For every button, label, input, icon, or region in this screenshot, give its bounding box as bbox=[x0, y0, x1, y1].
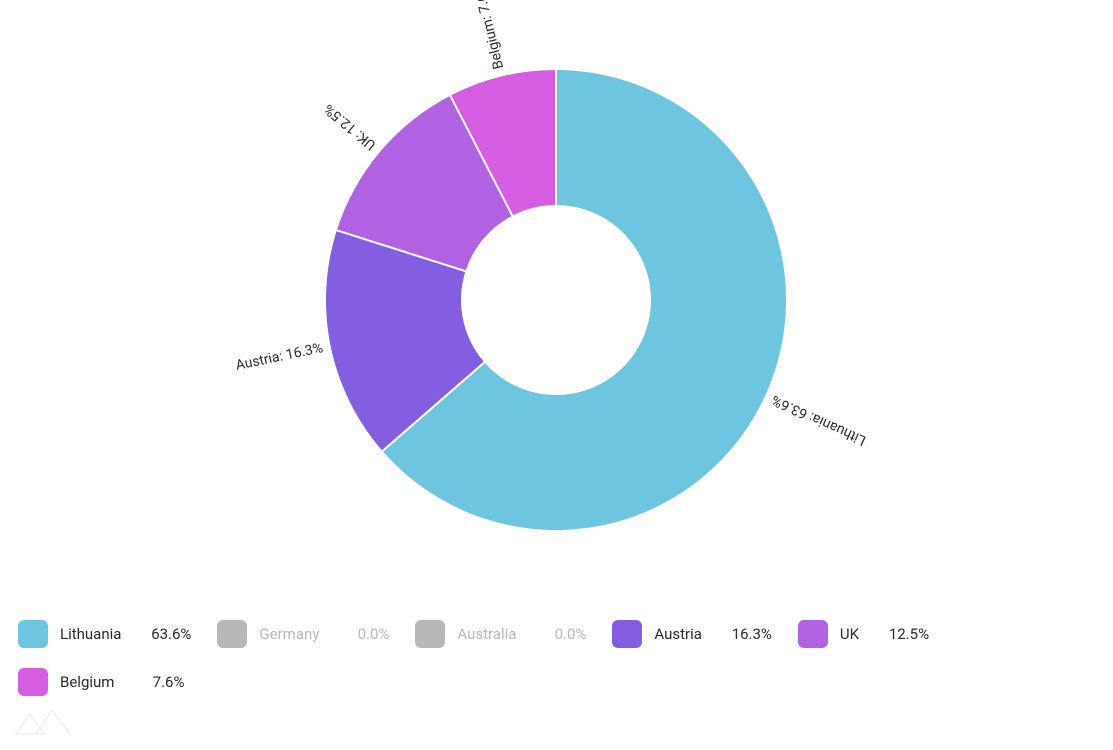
legend-item-lithuania[interactable]: Lithuania 63.6% bbox=[18, 620, 191, 648]
slice-label-austria: Austria: 16.3% bbox=[234, 340, 324, 374]
legend-label: Australia bbox=[457, 625, 516, 643]
legend-label: Germany bbox=[259, 625, 319, 643]
legend-item-australia[interactable]: Australia 0.0% bbox=[415, 620, 586, 648]
legend-item-belgium[interactable]: Belgium 7.6% bbox=[18, 668, 184, 696]
amcharts-watermark bbox=[14, 708, 74, 736]
legend-swatch bbox=[18, 668, 48, 696]
legend-value: 0.0% bbox=[538, 625, 586, 643]
slice-label-belgium: Belgium: 7.6% bbox=[471, 0, 507, 71]
legend-value: 16.3% bbox=[724, 625, 772, 643]
legend-value: 12.5% bbox=[881, 625, 929, 643]
legend-label: Austria bbox=[654, 625, 702, 643]
legend-swatch bbox=[798, 620, 828, 648]
legend-swatch bbox=[18, 620, 48, 648]
legend: Lithuania63.6%Germany0.0%Australia0.0%Au… bbox=[18, 620, 1093, 696]
legend-item-uk[interactable]: UK 12.5% bbox=[798, 620, 929, 648]
legend-swatch bbox=[415, 620, 445, 648]
legend-swatch bbox=[217, 620, 247, 648]
legend-label: Lithuania bbox=[60, 625, 121, 643]
slice-label-uk: UK: 12.5% bbox=[321, 101, 379, 153]
legend-label: Belgium bbox=[60, 673, 114, 691]
legend-item-austria[interactable]: Austria 16.3% bbox=[612, 620, 772, 648]
legend-value: 63.6% bbox=[143, 625, 191, 643]
legend-value: 0.0% bbox=[341, 625, 389, 643]
slice-label-lithuania: Lithuania: 63.6% bbox=[769, 392, 868, 449]
legend-swatch bbox=[612, 620, 642, 648]
legend-label: UK bbox=[840, 625, 859, 643]
legend-value: 7.6% bbox=[136, 673, 184, 691]
legend-item-germany[interactable]: Germany 0.0% bbox=[217, 620, 389, 648]
